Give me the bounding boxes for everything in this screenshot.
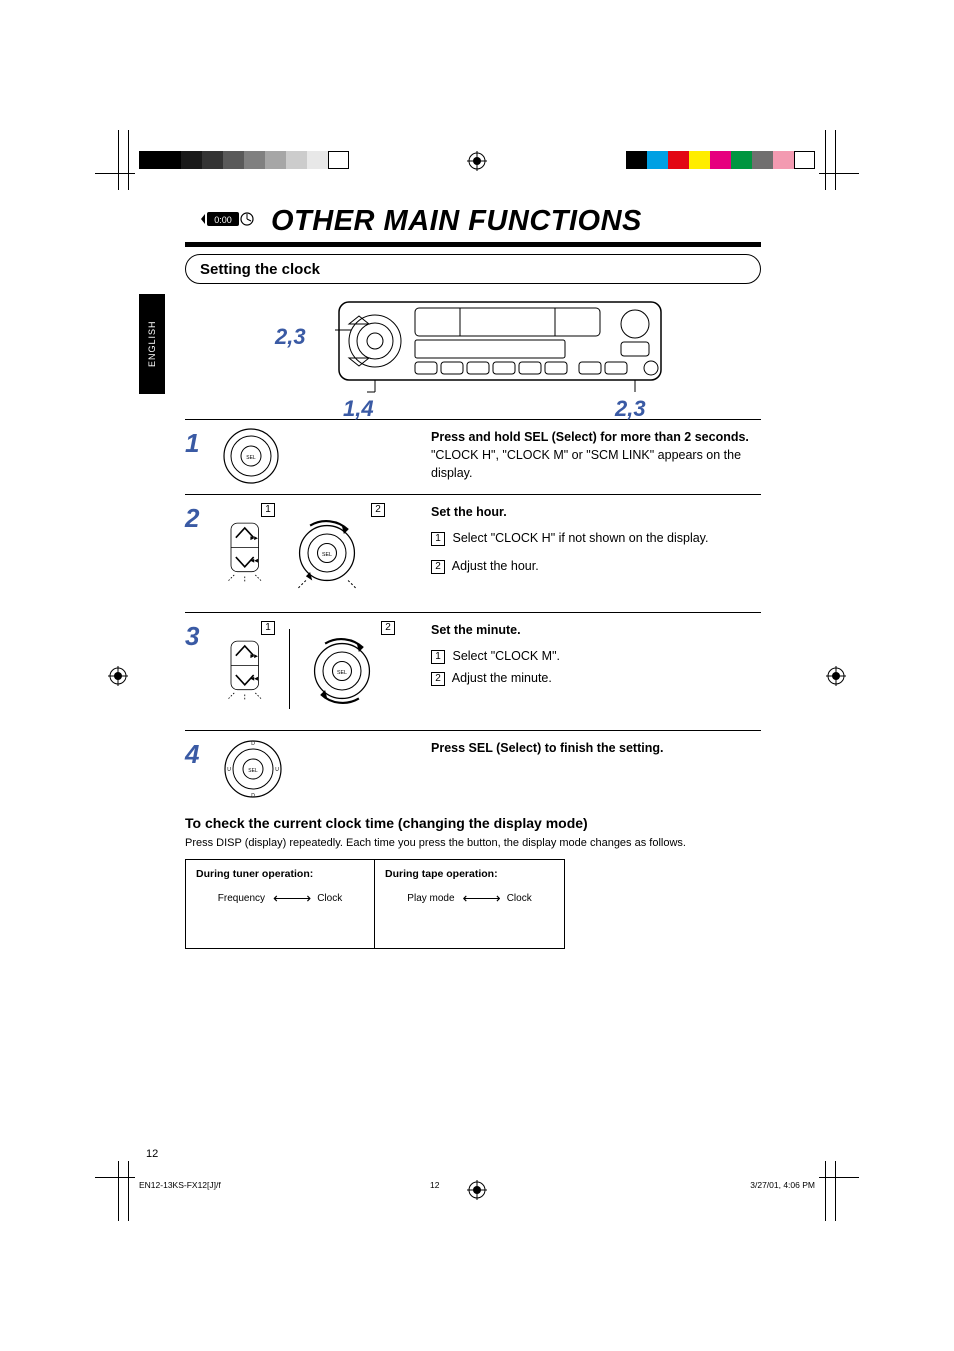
colorbar-grayscale bbox=[139, 151, 349, 169]
substep-num: 2 bbox=[431, 560, 445, 574]
section-title: Setting the clock bbox=[200, 261, 320, 278]
mode-right: Clock bbox=[317, 893, 342, 904]
step-art: 1 2 ▶▶ ◀◀ SEL bbox=[221, 619, 431, 722]
language-tab: ENGLISH bbox=[139, 294, 165, 394]
step-bold: Press and hold SEL (Select) for more tha… bbox=[431, 430, 749, 444]
footer-page: 12 bbox=[430, 1180, 439, 1190]
step-number: 1 bbox=[185, 426, 221, 486]
svg-text:D: D bbox=[251, 741, 255, 747]
sel-knob-icon: SEL bbox=[221, 426, 281, 486]
check-heading: To check the current clock time (changin… bbox=[185, 815, 761, 831]
steps-list: 1 SEL Press and hold SEL (Select) for mo… bbox=[185, 420, 761, 809]
svg-text:U: U bbox=[227, 767, 231, 773]
step-art: SEL D U D U bbox=[221, 737, 431, 801]
registration-mark-bottom bbox=[467, 1180, 487, 1200]
mode-left: Frequency bbox=[218, 893, 265, 904]
substep-num: 2 bbox=[371, 503, 385, 517]
step-text: Set the minute. 1 Select "CLOCK M". 2 Ad… bbox=[431, 619, 761, 722]
mode-boxes: During tuner operation: Frequency ⟵⟶ Clo… bbox=[185, 859, 761, 949]
svg-text:▶▶: ▶▶ bbox=[250, 535, 258, 541]
footer-timestamp: 3/27/01, 4:06 PM bbox=[750, 1180, 815, 1190]
step-number: 2 bbox=[185, 501, 221, 604]
step-row: 1 SEL Press and hold SEL (Select) for mo… bbox=[185, 420, 761, 495]
device-diagram: 2,3 1,4 2,3 bbox=[185, 294, 761, 420]
svg-text:SEL: SEL bbox=[337, 670, 347, 676]
callout-2-3-left: 2,3 bbox=[275, 324, 306, 350]
step-heading: Set the minute. bbox=[431, 623, 521, 637]
svg-text:D: D bbox=[251, 793, 255, 799]
step-number: 4 bbox=[185, 737, 221, 801]
svg-text:SEL: SEL bbox=[246, 455, 256, 461]
step-row: 4 SEL D U D U Press SEL (Select) to fini… bbox=[185, 731, 761, 809]
substep-text: Adjust the minute. bbox=[452, 671, 552, 685]
svg-text:SEL: SEL bbox=[322, 552, 332, 558]
substep-text: Select "CLOCK H" if not shown on the dis… bbox=[452, 531, 708, 545]
substep-text: Select "CLOCK M". bbox=[452, 649, 560, 663]
section-title-box: Setting the clock bbox=[185, 254, 761, 284]
heading-rule bbox=[185, 242, 761, 247]
mode-head: During tuner operation: bbox=[196, 868, 364, 880]
mode-right: Clock bbox=[507, 893, 532, 904]
clock-badge-icon: 0:00 bbox=[199, 205, 259, 233]
substep-num: 2 bbox=[381, 621, 395, 635]
step-row: 3 1 2 ▶▶ ◀◀ SEL bbox=[185, 613, 761, 731]
substep-num: 2 bbox=[431, 672, 445, 686]
substep-num: 1 bbox=[431, 650, 445, 664]
car-stereo-icon bbox=[335, 294, 665, 402]
page-heading: 0:00 OTHER MAIN FUNCTIONS bbox=[199, 205, 759, 238]
rotate-knob-icon: SEL bbox=[304, 633, 380, 709]
svg-text:◀◀: ◀◀ bbox=[250, 558, 258, 564]
registration-mark-left bbox=[108, 666, 128, 686]
mode-head: During tape operation: bbox=[385, 868, 554, 880]
step-text: Set the hour. 1 Select "CLOCK H" if not … bbox=[431, 501, 761, 604]
rotate-knob-icon: SEL bbox=[289, 515, 365, 591]
svg-text:0:00: 0:00 bbox=[214, 215, 232, 225]
svg-text:▶▶: ▶▶ bbox=[250, 653, 258, 659]
step-art: 1 2 ▶▶ ◀◀ SEL bbox=[221, 501, 431, 604]
substep-num: 1 bbox=[431, 532, 445, 546]
step-art: SEL bbox=[221, 426, 431, 486]
mode-box-tape: During tape operation: Play mode ⟵⟶ Cloc… bbox=[375, 859, 565, 949]
svg-text:U: U bbox=[275, 767, 279, 773]
step-text: Press SEL (Select) to finish the setting… bbox=[431, 737, 761, 801]
substep-num: 1 bbox=[261, 503, 275, 517]
step-rest: "CLOCK H", "CLOCK M" or "SCM LINK" appea… bbox=[431, 448, 741, 480]
substep-text: Adjust the hour. bbox=[452, 559, 539, 573]
step-bold: Press SEL (Select) to finish the setting… bbox=[431, 741, 663, 755]
updown-button-icon: ▶▶ ◀◀ bbox=[221, 515, 275, 583]
mode-box-tuner: During tuner operation: Frequency ⟵⟶ Clo… bbox=[185, 859, 375, 949]
colorbar-process bbox=[626, 151, 815, 169]
check-clock-section: To check the current clock time (changin… bbox=[185, 815, 761, 949]
registration-mark-top bbox=[467, 151, 487, 171]
page-number: 12 bbox=[146, 1148, 158, 1160]
registration-mark-right bbox=[826, 666, 846, 686]
step-row: 2 1 2 ▶▶ ◀◀ SEL bbox=[185, 495, 761, 613]
svg-text:SEL: SEL bbox=[248, 768, 258, 774]
mode-left: Play mode bbox=[407, 893, 454, 904]
step-number: 3 bbox=[185, 619, 221, 722]
step-text: Press and hold SEL (Select) for more tha… bbox=[431, 426, 761, 486]
double-arrow-icon: ⟵⟶ bbox=[273, 890, 309, 907]
step-heading: Set the hour. bbox=[431, 505, 507, 519]
double-arrow-icon: ⟵⟶ bbox=[463, 890, 499, 907]
sel-knob-icon: SEL D U D U bbox=[221, 737, 285, 801]
footer-filename: EN12-13KS-FX12[J]/f bbox=[139, 1180, 221, 1190]
check-sub: Press DISP (display) repeatedly. Each ti… bbox=[185, 837, 761, 849]
updown-button-icon: ▶▶ ◀◀ bbox=[221, 633, 275, 701]
heading-text: OTHER MAIN FUNCTIONS bbox=[271, 205, 642, 238]
svg-text:◀◀: ◀◀ bbox=[250, 676, 258, 682]
substep-num: 1 bbox=[261, 621, 275, 635]
